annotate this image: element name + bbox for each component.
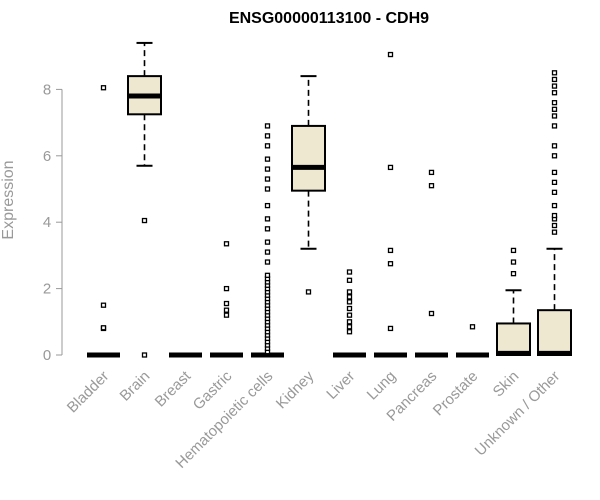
outlier-point <box>346 319 353 325</box>
outlier-point <box>469 324 476 330</box>
outlier-point <box>346 294 353 300</box>
outlier-point <box>223 241 230 247</box>
outlier-point <box>264 272 271 278</box>
outlier-point <box>387 325 394 332</box>
y-tick-label: 0 <box>43 347 51 364</box>
outlier-point <box>510 271 517 277</box>
outlier-point <box>551 83 558 89</box>
outlier-point <box>346 305 353 312</box>
box-rect <box>537 309 572 356</box>
box-lung <box>374 51 407 358</box>
box-prostate <box>456 324 489 358</box>
box-skin <box>496 247 531 356</box>
outlier-point <box>264 202 271 209</box>
box-bladder <box>87 85 120 358</box>
y-axis-label: Expression <box>0 160 17 239</box>
y-axis: 0 2 4 6 8 <box>43 81 63 364</box>
outlier-point <box>551 70 558 76</box>
outlier-point <box>346 277 353 283</box>
outlier-point <box>264 216 271 222</box>
outlier-point <box>428 310 435 317</box>
x-tick-label: Bladder <box>64 368 113 417</box>
x-tick-label: Prostate <box>430 368 482 420</box>
outlier-point <box>100 302 107 308</box>
box-hematopoietic-cells <box>251 123 284 358</box>
box-rect <box>291 124 326 192</box>
box-rect <box>496 322 531 356</box>
outlier-point <box>551 90 558 96</box>
chart-title: ENSG00000113100 - CDH9 <box>229 10 429 27</box>
outlier-point <box>264 186 271 192</box>
y-tick-label: 4 <box>43 214 51 231</box>
x-tick-label: Liver <box>323 368 358 403</box>
outlier-point <box>264 156 271 162</box>
outlier-point <box>141 352 148 358</box>
box-unknown-other <box>537 70 572 356</box>
outlier-point <box>264 259 271 265</box>
outlier-point <box>510 247 517 254</box>
outlier-point <box>510 259 517 265</box>
outlier-point <box>551 169 558 176</box>
outlier-point <box>428 183 435 189</box>
outlier-point <box>551 202 558 209</box>
outlier-point <box>264 249 271 255</box>
outlier-point <box>264 123 271 129</box>
x-tick-label: Breast <box>152 367 195 410</box>
outlier-point <box>264 226 271 232</box>
outlier-point <box>141 217 148 224</box>
box-pancreas <box>415 169 448 358</box>
outlier-point <box>346 289 353 295</box>
y-tick-label: 6 <box>43 148 51 165</box>
box-liver <box>333 269 366 358</box>
y-tick-label: 8 <box>43 81 51 98</box>
box-kidney <box>291 75 326 295</box>
outlier-point <box>223 307 230 313</box>
outlier-point <box>551 113 558 119</box>
outlier-point <box>264 239 271 245</box>
outlier-point <box>264 166 271 172</box>
outlier-point <box>387 247 394 254</box>
outlier-point <box>551 106 558 112</box>
outlier-point <box>551 222 558 229</box>
outlier-point <box>551 229 558 235</box>
outlier-point <box>346 269 353 275</box>
outlier-point <box>223 285 230 292</box>
outlier-point <box>264 176 271 182</box>
outlier-point <box>551 212 558 219</box>
x-tick-label: Skin <box>490 368 523 401</box>
outlier-point <box>551 143 558 149</box>
outlier-point <box>387 261 394 267</box>
outlier-point <box>100 325 107 331</box>
outlier-point <box>551 189 558 195</box>
x-tick-label: Brain <box>117 368 154 405</box>
outlier-point <box>264 143 271 149</box>
box-brain <box>127 41 162 358</box>
outlier-point <box>346 299 353 305</box>
outlier-point <box>346 324 353 330</box>
y-tick-label: 2 <box>43 281 51 298</box>
box-gastric <box>210 241 243 358</box>
outlier-point <box>551 123 558 129</box>
x-tick-label: Lung <box>364 368 400 404</box>
outlier-point <box>428 169 435 176</box>
outlier-point <box>305 289 312 295</box>
outlier-point <box>346 329 353 335</box>
box-series <box>87 41 572 358</box>
outlier-point <box>551 100 558 106</box>
outlier-point <box>223 312 230 318</box>
outlier-point <box>223 300 230 307</box>
outlier-point <box>346 312 353 318</box>
outlier-point <box>551 179 558 186</box>
outlier-point <box>387 51 394 58</box>
outlier-point <box>387 164 394 171</box>
outlier-point <box>551 153 558 159</box>
x-tick-label: Kidney <box>273 367 318 412</box>
outlier-point <box>551 76 558 83</box>
outlier-point <box>264 133 271 139</box>
outlier-point <box>100 85 107 91</box>
